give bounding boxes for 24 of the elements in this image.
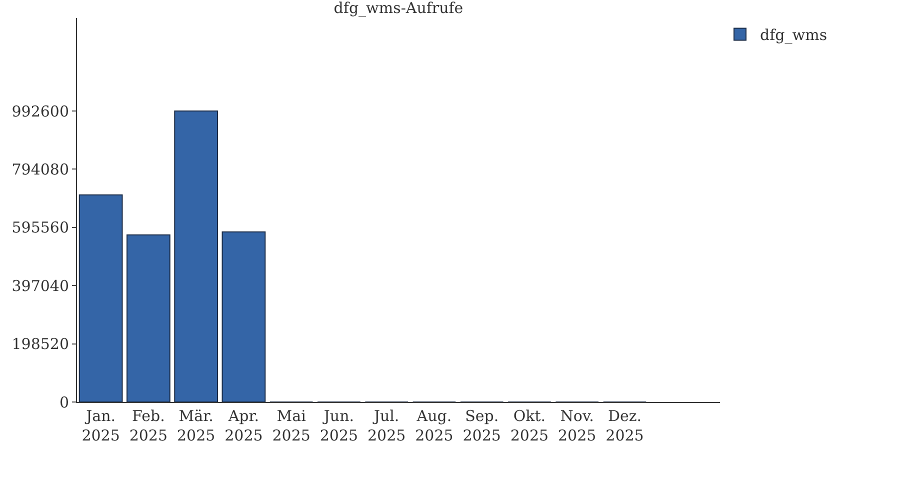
y-tick-label: 198520 [12, 335, 69, 354]
x-tick-label: Apr. 2025 [224, 407, 263, 444]
x-tick-label: Aug. 2025 [415, 407, 454, 444]
bar [126, 234, 170, 402]
x-tick-label: Mai 2025 [272, 407, 310, 444]
x-tick-label: Sep. 2025 [462, 407, 501, 444]
bar [174, 110, 218, 402]
bar [78, 194, 123, 402]
y-tick-label: 992600 [12, 102, 69, 120]
x-tick-label: Jan. 2025 [82, 407, 120, 444]
x-tick-label: Dez. 2025 [606, 407, 644, 444]
x-tick-label: Mär. 2025 [176, 407, 216, 444]
y-tick-label: 0 [59, 393, 69, 412]
x-tick-label: Feb. 2025 [129, 407, 168, 444]
x-tick-label: Jul. 2025 [367, 407, 406, 444]
chart-title: dfg_wms-Aufrufe [334, 0, 464, 17]
x-tick-label: Okt. 2025 [510, 407, 549, 444]
y-tick-label: 595560 [12, 218, 69, 237]
legend-label: dfg_wms [760, 26, 828, 44]
x-tick-label: Jun. 2025 [320, 407, 358, 444]
x-tick-label: Nov. 2025 [558, 407, 596, 444]
y-tick-label: 397040 [12, 276, 69, 295]
bar [222, 231, 266, 402]
y-tick-label: 794080 [12, 160, 69, 178]
